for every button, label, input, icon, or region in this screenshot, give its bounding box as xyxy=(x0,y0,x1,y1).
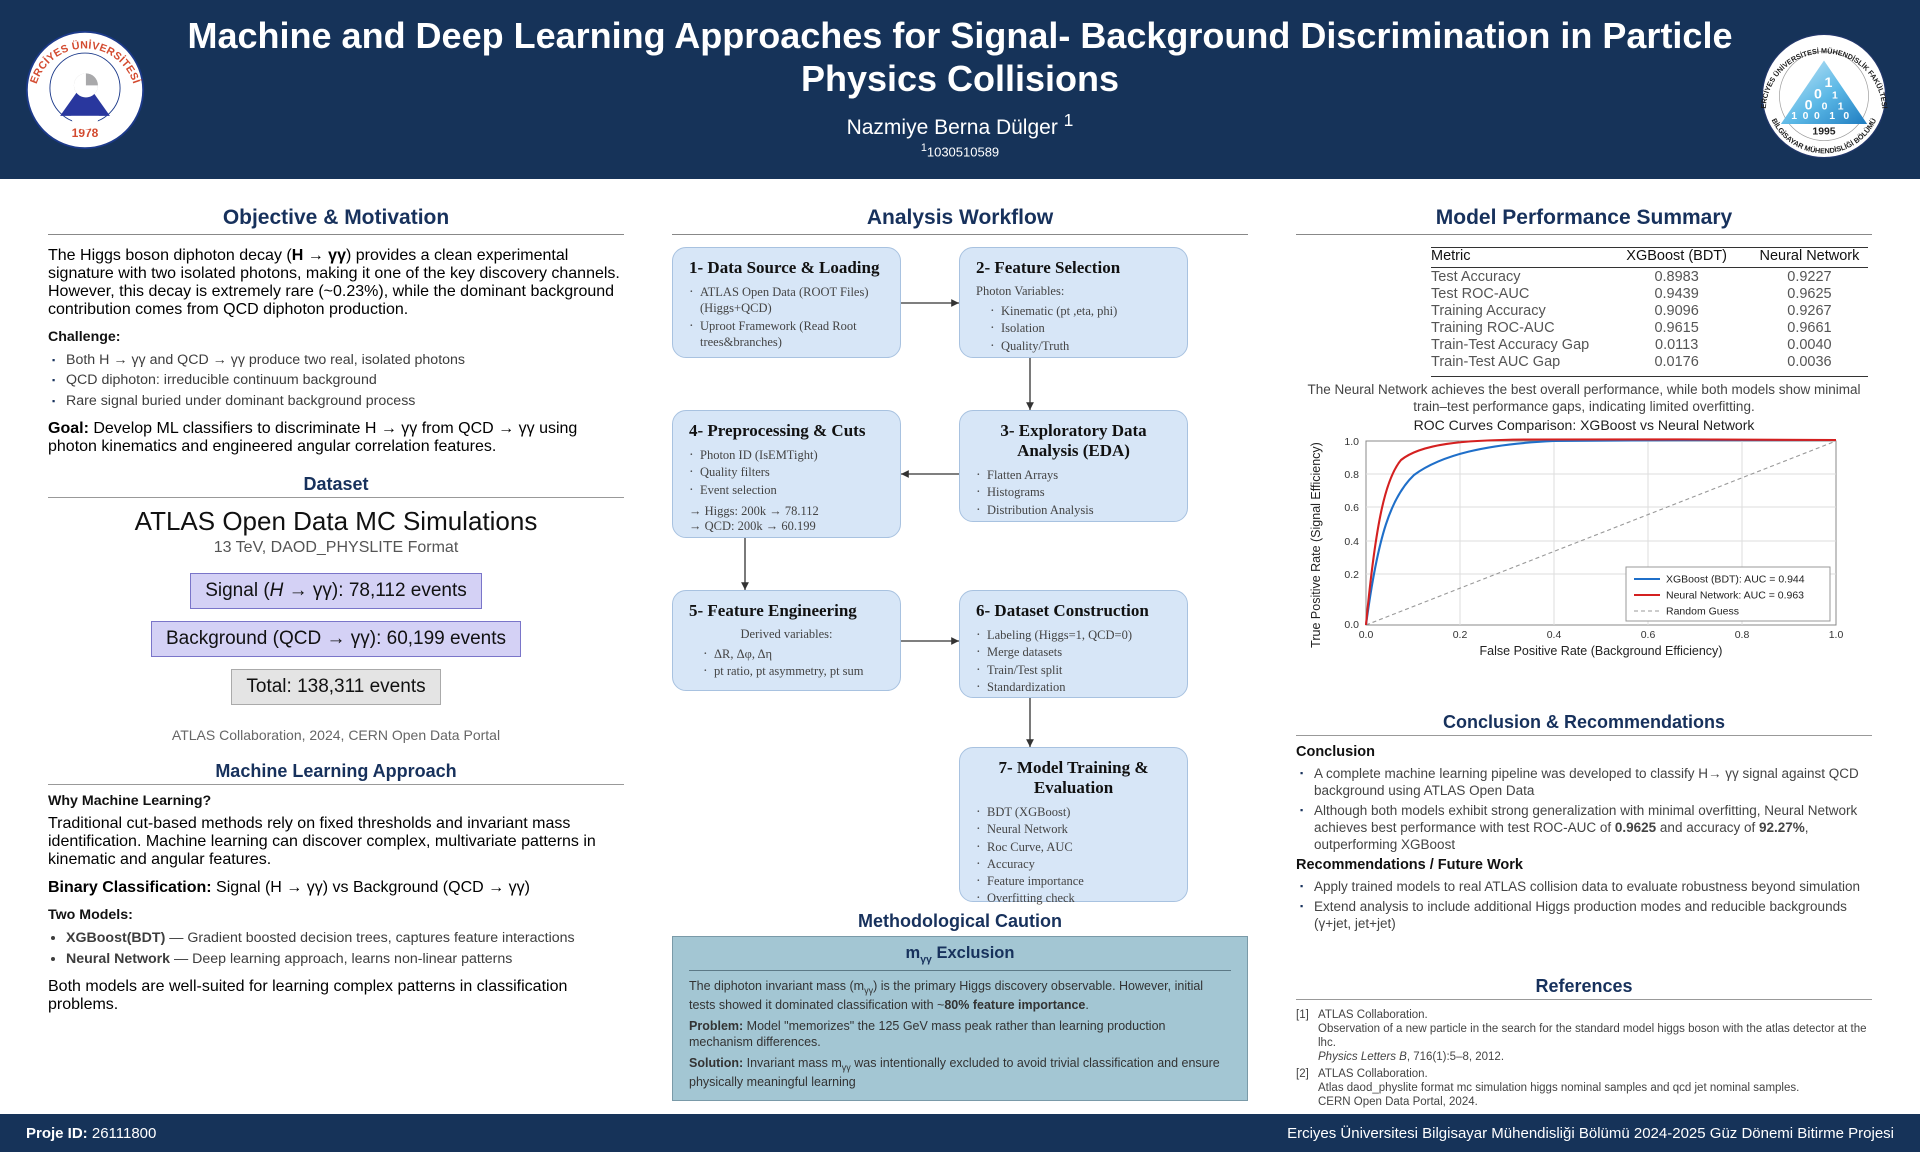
svg-text:0.4: 0.4 xyxy=(1547,629,1562,641)
svg-text:0.2: 0.2 xyxy=(1344,569,1359,581)
svg-text:1.0: 1.0 xyxy=(1829,629,1844,641)
svg-text:0: 0 xyxy=(1822,102,1828,113)
svg-text:0.6: 0.6 xyxy=(1344,502,1359,514)
svg-text:0.0: 0.0 xyxy=(1359,629,1374,641)
svg-text:0.0: 0.0 xyxy=(1344,619,1359,631)
svg-text:0: 0 xyxy=(1814,111,1820,122)
svg-text:0: 0 xyxy=(1814,86,1822,102)
svg-text:ROC Curves Comparison: XGBoost: ROC Curves Comparison: XGBoost vs Neural… xyxy=(1414,417,1756,433)
svg-text:1.0: 1.0 xyxy=(1344,436,1359,448)
svg-text:0: 0 xyxy=(1843,111,1849,122)
svg-text:1995: 1995 xyxy=(1812,126,1835,137)
svg-text:1: 1 xyxy=(1824,75,1832,91)
svg-text:Neural Network: AUC = 0.963: Neural Network: AUC = 0.963 xyxy=(1666,589,1804,601)
svg-text:Random Guess: Random Guess xyxy=(1666,605,1739,617)
svg-text:0: 0 xyxy=(1803,111,1809,122)
svg-text:1: 1 xyxy=(1791,111,1797,122)
svg-text:0.6: 0.6 xyxy=(1641,629,1656,641)
svg-text:XGBoost (BDT): AUC = 0.944: XGBoost (BDT): AUC = 0.944 xyxy=(1666,573,1805,585)
svg-text:0.8: 0.8 xyxy=(1344,469,1359,481)
svg-text:False Positive Rate (Backgroun: False Positive Rate (Background Efficien… xyxy=(1480,644,1723,658)
svg-text:0.2: 0.2 xyxy=(1453,629,1468,641)
svg-text:0.8: 0.8 xyxy=(1735,629,1750,641)
svg-text:1: 1 xyxy=(1829,111,1835,122)
svg-text:1: 1 xyxy=(1832,90,1838,101)
svg-text:0.4: 0.4 xyxy=(1344,536,1359,548)
svg-text:True Positive Rate (Signal Eff: True Positive Rate (Signal Efficiency) xyxy=(1309,442,1323,648)
